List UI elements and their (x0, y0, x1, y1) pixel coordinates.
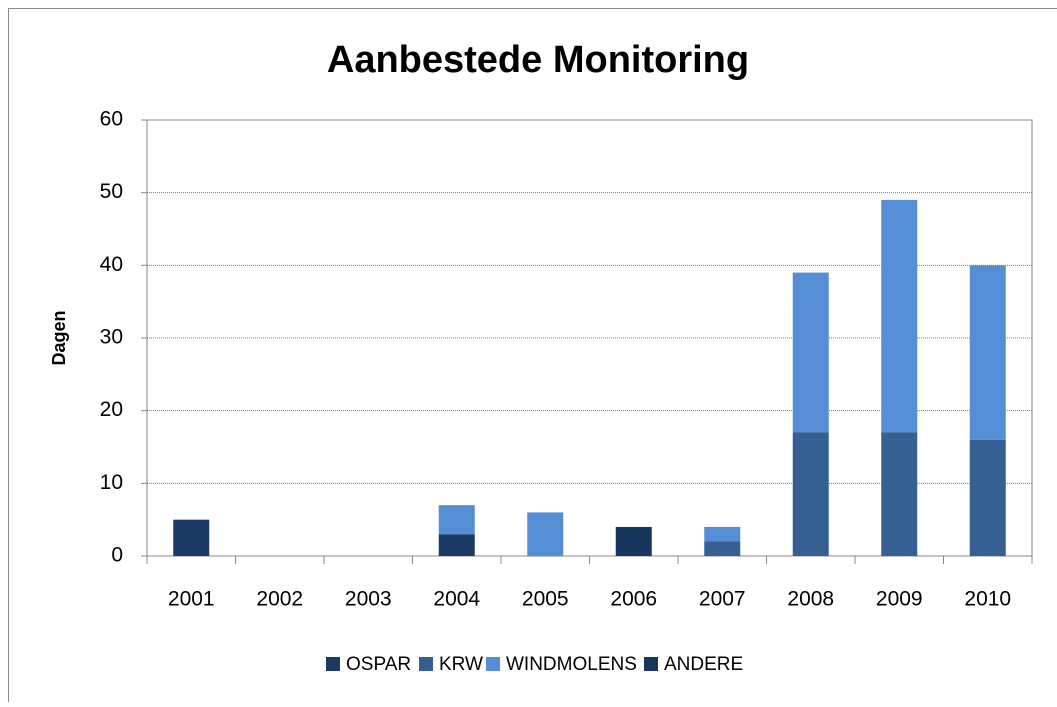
y-tick-label: 20 (100, 398, 123, 421)
x-tick-label: 2005 (522, 588, 569, 611)
legend-swatch (486, 657, 500, 671)
bar (793, 273, 829, 433)
x-tick-label: 2007 (699, 588, 746, 611)
bar (881, 200, 917, 433)
y-tick-label: 60 (100, 108, 123, 131)
legend-swatch (419, 657, 433, 671)
bar (970, 440, 1006, 556)
x-tick-label: 2006 (610, 588, 657, 611)
x-tick-label: 2010 (964, 588, 1011, 611)
bar (527, 512, 563, 556)
bar (704, 527, 740, 542)
bar (439, 534, 475, 556)
y-tick-label: 30 (100, 326, 123, 349)
bar (173, 520, 209, 556)
y-tick-label: 40 (100, 253, 123, 276)
y-axis-label: Dagen (49, 310, 69, 365)
x-tick-label: 2001 (168, 588, 215, 611)
chart-title: Aanbestede Monitoring (327, 39, 749, 81)
legend-swatch (326, 657, 340, 671)
legend-swatch (644, 657, 658, 671)
y-tick-label: 50 (100, 180, 123, 203)
x-tick-label: 2004 (433, 588, 480, 611)
legend-label: OSPAR (346, 654, 411, 675)
x-tick-label: 2008 (787, 588, 834, 611)
legend-label: KRW (439, 654, 483, 675)
legend-label: ANDERE (664, 654, 743, 675)
legend-label: WINDMOLENS (506, 654, 637, 675)
x-tick-label: 2009 (876, 588, 923, 611)
bar (793, 432, 829, 556)
bar (970, 265, 1006, 439)
bar (439, 505, 475, 534)
y-tick-label: 10 (100, 471, 123, 494)
x-tick-label: 2002 (256, 588, 303, 611)
bar (704, 541, 740, 556)
bar (616, 527, 652, 556)
y-tick-label: 0 (111, 544, 123, 567)
bar (881, 432, 917, 556)
x-tick-label: 2003 (345, 588, 392, 611)
